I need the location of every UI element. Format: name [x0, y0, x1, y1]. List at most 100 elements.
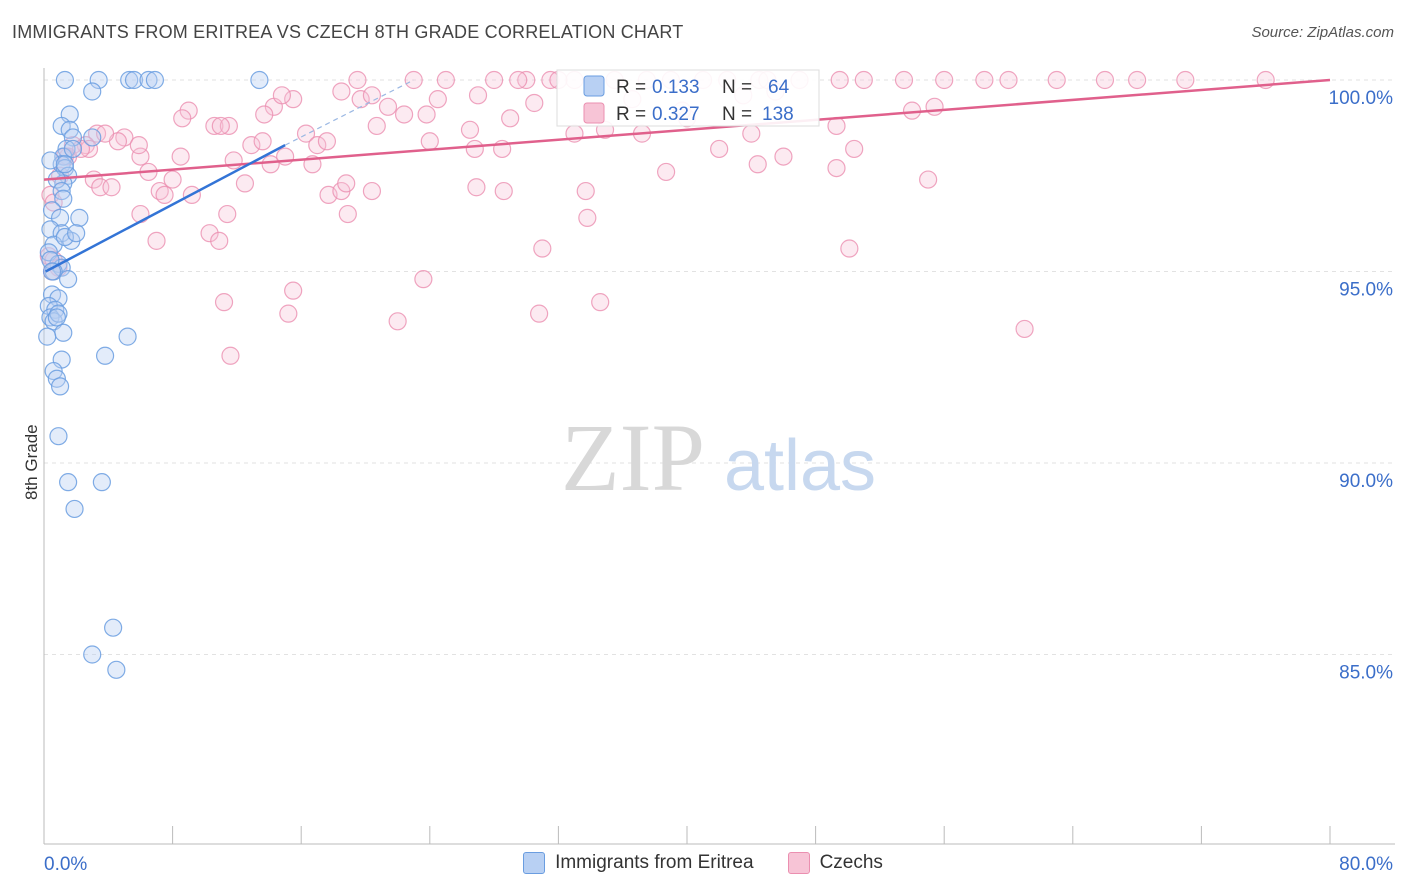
czechs-point [221, 346, 240, 365]
czechs-trend-line [43, 78, 1331, 181]
legend-label-czechs: Czechs [819, 852, 883, 873]
czechs-point [748, 155, 767, 174]
legend-n-value-1: 64 [768, 77, 790, 98]
czechs-point [214, 293, 234, 312]
czechs-point [284, 90, 303, 109]
eritrea-point [65, 499, 84, 519]
czechs-point [378, 97, 398, 116]
y-tick-label: 85.0% [1339, 663, 1393, 684]
legend-swatch-blue [583, 75, 605, 97]
legend-n-label-1: N = [722, 77, 752, 98]
czechs-point [975, 70, 994, 90]
czechs-point [102, 178, 121, 197]
legend-swatch-pink [583, 102, 605, 124]
eritrea-point [55, 70, 74, 90]
eritrea-trend-extension [284, 79, 414, 146]
eritrea-point [83, 128, 102, 147]
eritrea-point [92, 473, 111, 492]
legend-r-label-2: R = [616, 104, 646, 125]
czechs-point [827, 158, 846, 178]
eritrea-point [83, 645, 102, 664]
eritrea-point [41, 220, 60, 239]
legend-label-eritrea: Immigrants from Eritrea [555, 852, 754, 873]
czechs-point [308, 136, 327, 155]
czechs-point [394, 105, 414, 124]
legend-item-eritrea[interactable]: Immigrants from Eritrea [523, 852, 754, 874]
eritrea-point [120, 70, 139, 90]
trend-lines [43, 78, 1331, 273]
legend-r-label-1: R = [616, 77, 646, 98]
eritrea-point [50, 377, 70, 396]
czechs-point [919, 170, 938, 189]
czechs-point [173, 109, 192, 128]
eritrea-point [95, 346, 115, 365]
czechs-point [235, 174, 255, 193]
czechs-point [317, 132, 337, 151]
czechs-point [362, 86, 382, 105]
legend-n-label-2: N = [722, 104, 752, 125]
eritrea-point [59, 270, 78, 289]
eritrea-point [52, 181, 71, 201]
czechs-point [530, 304, 549, 323]
czechs-point [296, 124, 316, 143]
eritrea-point [49, 427, 68, 446]
czechs-point [272, 86, 292, 105]
czechs-point [362, 181, 382, 201]
legend-r-value-1: 0.133 [652, 77, 700, 98]
legend-swatch-eritrea [523, 852, 546, 874]
eritrea-trend-line [45, 144, 286, 273]
czechs-point [460, 120, 480, 139]
czechs-point [525, 93, 544, 113]
czechs-point [163, 170, 182, 189]
eritrea-points [38, 70, 269, 679]
czechs-point [578, 208, 597, 227]
eritrea-point [47, 308, 66, 327]
czechs-point [253, 132, 272, 151]
eritrea-point [83, 82, 102, 101]
czechs-point [155, 185, 174, 204]
czechs-point [830, 70, 849, 90]
watermark-zip: ZIP [561, 404, 705, 511]
czechs-point [218, 204, 237, 224]
czechs-point [591, 293, 610, 312]
czechs-point [436, 70, 455, 90]
bottom-legend: Immigrants from Eritrea Czechs [0, 852, 1406, 874]
x-tick-label-max: 80.0% [1339, 854, 1393, 875]
czechs-point [845, 139, 864, 159]
czechs-point [894, 70, 914, 90]
czechs-point [131, 204, 150, 224]
czechs-point [774, 147, 793, 166]
czechs-point [576, 181, 595, 201]
czechs-point [211, 116, 230, 136]
czechs-point [1176, 70, 1195, 90]
czechs-point [742, 124, 761, 143]
y-tick-label: 90.0% [1339, 471, 1393, 492]
czechs-point [428, 90, 447, 109]
czechs-point [902, 101, 922, 120]
czechs-point [533, 239, 552, 258]
eritrea-point [67, 224, 86, 243]
legend-item-czechs[interactable]: Czechs [787, 852, 883, 874]
czechs-point [467, 178, 486, 197]
x-tick-label-min: 0.0% [44, 854, 87, 875]
czechs-point [388, 312, 407, 331]
czechs-point [1047, 70, 1066, 90]
eritrea-point [118, 327, 137, 346]
legend-box: R = 0.133 N = 64 R = 0.327 N = 138 [556, 69, 820, 127]
eritrea-point [49, 289, 68, 308]
chart-title: IMMIGRANTS FROM ERITREA VS CZECH 8TH GRA… [12, 22, 684, 42]
czechs-point [420, 132, 439, 151]
czechs-point [205, 116, 224, 136]
czechs-point [255, 105, 274, 124]
czechs-point [710, 139, 729, 159]
y-tick-label: 100.0% [1329, 88, 1394, 109]
czechs-point [131, 147, 150, 166]
legend-n-value-2: 138 [762, 104, 794, 125]
czechs-point [414, 270, 433, 289]
eritrea-point [55, 155, 74, 174]
czechs-point [468, 86, 488, 105]
czechs-point [417, 105, 436, 124]
czechs-point [367, 116, 386, 136]
czechs-point [925, 97, 944, 116]
